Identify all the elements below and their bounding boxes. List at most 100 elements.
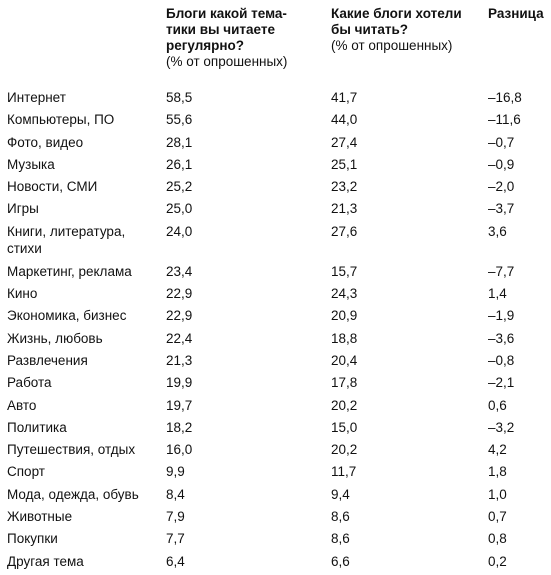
row-diff-value: –2,0 — [488, 179, 515, 195]
table-row: Кино 22,9 24,3 1,4 — [0, 285, 551, 307]
row-diff-value: 3,6 — [488, 223, 507, 239]
row-want-value: 41,7 — [331, 90, 358, 105]
row-diff-value: 0,2 — [488, 553, 507, 569]
row-want-value: 44,0 — [331, 112, 358, 128]
row-topic: Мода, одежда, обувь — [7, 486, 139, 502]
row-topic: Путешествия, отдых — [7, 442, 136, 458]
row-want-value: 6,6 — [331, 553, 350, 569]
row-diff-value: –11,6 — [488, 112, 521, 128]
row-diff-value: –16,8 — [488, 90, 522, 105]
table-row: Маркетинг, реклама 23,4 15,7 –7,7 — [0, 263, 551, 285]
table-row: Покупки 7,7 8,6 0,8 — [0, 530, 551, 552]
row-read-value: 22,4 — [166, 330, 193, 346]
row-diff-value: –1,9 — [488, 308, 515, 324]
table-row: Игры 25,0 21,3 –3,7 — [0, 200, 551, 222]
row-diff-value: 1,8 — [488, 464, 507, 480]
row-topic: Развлечения — [7, 352, 88, 368]
row-diff-value: 0,7 — [488, 509, 507, 525]
row-want-value: 8,6 — [331, 509, 350, 525]
table-body: Интернет 58,5 41,7 –16,8 Компьютеры, ПО 55,6 4… — [0, 89, 551, 575]
row-topic: Жизнь, любовь — [7, 330, 103, 346]
row-want-value: 25,1 — [331, 156, 358, 172]
row-read-value: 26,1 — [166, 156, 193, 172]
row-want-value: 20,4 — [331, 352, 358, 368]
row-want-value: 21,3 — [331, 201, 358, 217]
row-diff-value: –0,7 — [488, 134, 515, 150]
row-want-value: 27,4 — [331, 134, 358, 150]
row-topic: Интернет — [7, 90, 66, 105]
row-topic: Экономика, бизнес — [7, 308, 127, 324]
row-diff-value: 0,6 — [488, 397, 507, 413]
header-diff-title: Разница — [488, 6, 544, 21]
table-row: Авто 19,7 20,2 0,6 — [0, 397, 551, 419]
row-read-value: 18,2 — [166, 419, 193, 435]
header-read-title: Блоги какой тема- тики вы читаете регуля… — [166, 6, 287, 53]
row-want-value: 15,0 — [331, 419, 358, 435]
header-read-regularly: Блоги какой тема- тики вы читаете регуля… — [166, 6, 326, 70]
row-topic: Игры — [7, 201, 39, 217]
row-read-value: 19,7 — [166, 397, 193, 413]
row-want-value: 20,9 — [331, 308, 358, 324]
row-topic: Животные — [7, 509, 73, 525]
row-read-value: 19,9 — [166, 375, 193, 391]
row-topic: Политика — [7, 419, 67, 435]
row-read-value: 9,9 — [166, 464, 185, 480]
row-diff-value: –3,7 — [488, 201, 515, 217]
row-diff-value: 4,2 — [488, 442, 507, 458]
row-read-value: 22,9 — [166, 308, 193, 324]
row-want-value: 17,8 — [331, 375, 358, 391]
row-want-value: 27,6 — [331, 223, 358, 239]
header-difference: Разница — [488, 6, 551, 22]
row-read-value: 25,0 — [166, 201, 193, 217]
table-row: Политика 18,2 15,0 –3,2 — [0, 419, 551, 441]
table-row: Развлечения 21,3 20,4 –0,8 — [0, 352, 551, 374]
table-row: Жизнь, любовь 22,4 18,8 –3,6 — [0, 330, 551, 352]
row-topic: Маркетинг, реклама — [7, 263, 132, 279]
table-row: Музыка 26,1 25,1 –0,9 — [0, 156, 551, 178]
table-row: Фото, видео 28,1 27,4 –0,7 — [0, 134, 551, 156]
row-diff-value: –3,6 — [488, 330, 515, 346]
table-row: Мода, одежда, обувь 8,4 9,4 1,0 — [0, 486, 551, 508]
header-want-sub: (% от опрошенных) — [331, 38, 453, 53]
row-topic: Фото, видео — [7, 134, 84, 150]
row-topic: Кино — [7, 286, 38, 302]
row-read-value: 55,6 — [166, 112, 193, 128]
row-want-value: 9,4 — [331, 486, 350, 502]
row-read-value: 28,1 — [166, 134, 193, 150]
row-read-value: 22,9 — [166, 286, 193, 302]
row-want-value: 18,8 — [331, 330, 358, 346]
table-row: Животные 7,9 8,6 0,7 — [0, 508, 551, 530]
row-diff-value: –3,2 — [488, 419, 515, 435]
row-topic: Другая тема — [7, 553, 84, 569]
row-topic: Компьютеры, ПО — [7, 112, 115, 128]
header-want-title: Какие блоги хотели бы читать? — [331, 6, 462, 37]
row-want-value: 8,6 — [331, 531, 350, 547]
row-read-value: 7,9 — [166, 509, 185, 525]
row-topic: Спорт — [7, 464, 45, 480]
table-row: Экономика, бизнес 22,9 20,9 –1,9 — [0, 307, 551, 329]
row-want-value: 15,7 — [331, 263, 358, 279]
table-row: Другая тема 6,4 6,6 0,2 — [0, 553, 551, 575]
row-want-value: 20,2 — [331, 397, 358, 413]
table-row: Работа 19,9 17,8 –2,1 — [0, 374, 551, 396]
row-read-value: 7,7 — [166, 531, 185, 547]
row-read-value: 16,0 — [166, 442, 193, 458]
row-diff-value: –2,1 — [488, 375, 515, 391]
row-want-value: 24,3 — [331, 286, 358, 302]
row-diff-value: 1,4 — [488, 286, 507, 302]
row-want-value: 23,2 — [331, 179, 358, 195]
row-read-value: 25,2 — [166, 179, 193, 195]
table-row: Интернет 58,5 41,7 –16,8 — [0, 89, 551, 111]
row-read-value: 58,5 — [166, 90, 193, 105]
table-row: Спорт 9,9 11,7 1,8 — [0, 463, 551, 485]
row-want-value: 20,2 — [331, 442, 358, 458]
row-topic: Авто — [7, 397, 37, 413]
row-diff-value: –7,7 — [488, 263, 515, 279]
header-read-sub: (% от опрошенных) — [166, 54, 288, 69]
table-row: Компьютеры, ПО 55,6 44,0 –11,6 — [0, 111, 551, 133]
table-row: Путешествия, отдых 16,0 20,2 4,2 — [0, 441, 551, 463]
table-row: Новости, СМИ 25,2 23,2 –2,0 — [0, 178, 551, 200]
row-topic: Покупки — [7, 531, 58, 547]
row-read-value: 23,4 — [166, 263, 193, 279]
row-topic: Новости, СМИ — [7, 179, 98, 195]
